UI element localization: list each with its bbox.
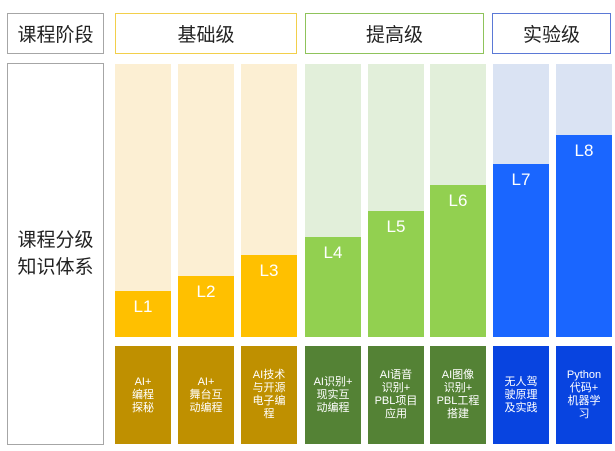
level-bar-l1: L1 <box>115 291 171 337</box>
level-column-l2: L2 <box>178 64 234 337</box>
level-label: L6 <box>448 191 468 210</box>
level-bar-l6: L6 <box>430 185 486 337</box>
stage-header-experimental: 实验级 <box>492 13 611 54</box>
level-description-l2: AI+ 舞台互 动编程 <box>178 346 234 444</box>
stage-header-basic: 基础级 <box>115 13 297 54</box>
level-description-l6: AI图像 识别+ PBL工程 搭建 <box>430 346 486 444</box>
level-column-l6: L6 <box>430 64 486 337</box>
level-description-l8: Python 代码+ 机器学 习 <box>556 346 612 444</box>
stage-header-advanced: 提高级 <box>305 13 484 54</box>
level-bar-l4: L4 <box>305 237 361 337</box>
level-column-l7: L7 <box>493 64 549 337</box>
level-column-l8: L8 <box>556 64 612 337</box>
level-label: L4 <box>323 243 343 262</box>
level-label: L8 <box>574 141 594 160</box>
level-bar-l3: L3 <box>241 255 297 337</box>
level-label: L2 <box>196 282 216 301</box>
level-column-l5: L5 <box>368 64 424 337</box>
level-bar-l8: L8 <box>556 135 612 337</box>
row-label-knowledge: 课程分级 知识体系 <box>7 63 104 445</box>
level-description-l1: AI+ 编程 探秘 <box>115 346 171 444</box>
level-description-l7: 无人驾 驶原理 及实践 <box>493 346 549 444</box>
level-label: L5 <box>386 217 406 236</box>
level-column-l1: L1 <box>115 64 171 337</box>
level-description-l5: AI语音 识别+ PBL项目 应用 <box>368 346 424 444</box>
level-label: L1 <box>133 297 153 316</box>
level-description-l4: AI识别+ 现实互 动编程 <box>305 346 361 444</box>
row-label-stage: 课程阶段 <box>7 13 104 54</box>
level-description-l3: AI技术 与开源 电子编 程 <box>241 346 297 444</box>
level-column-l3: L3 <box>241 64 297 337</box>
level-bar-l5: L5 <box>368 211 424 337</box>
level-column-l4: L4 <box>305 64 361 337</box>
level-bar-l7: L7 <box>493 164 549 337</box>
level-bar-l2: L2 <box>178 276 234 337</box>
level-label: L7 <box>511 170 531 189</box>
level-label: L3 <box>259 261 279 280</box>
